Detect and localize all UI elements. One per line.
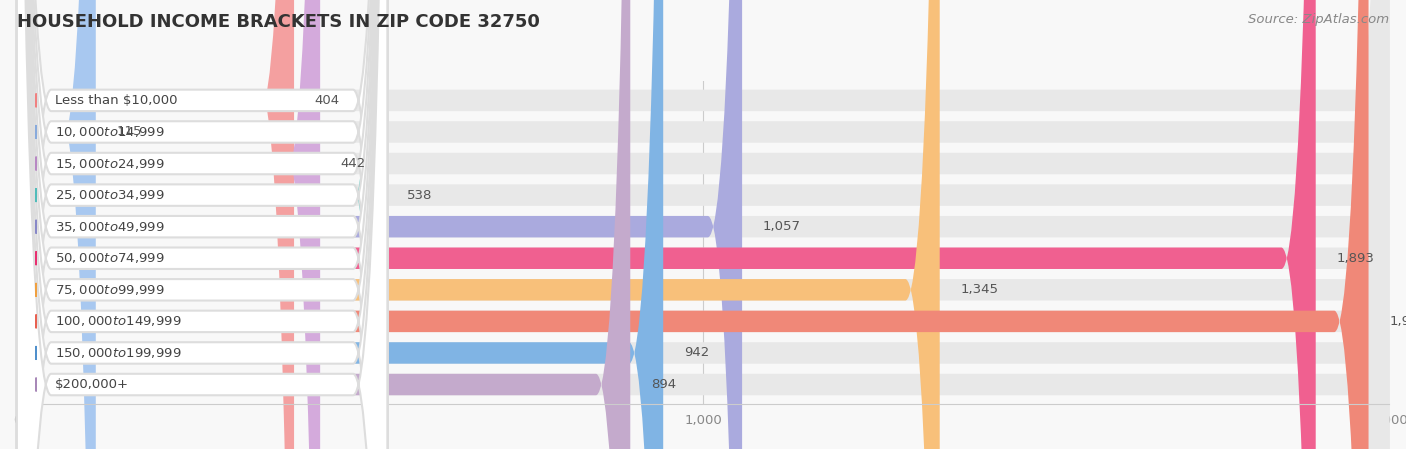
FancyBboxPatch shape (17, 0, 1316, 449)
FancyBboxPatch shape (17, 0, 742, 449)
FancyBboxPatch shape (17, 0, 1389, 449)
Text: 1,970: 1,970 (1389, 315, 1406, 328)
Text: HOUSEHOLD INCOME BRACKETS IN ZIP CODE 32750: HOUSEHOLD INCOME BRACKETS IN ZIP CODE 32… (17, 13, 540, 31)
Text: 538: 538 (406, 189, 432, 202)
Text: $200,000+: $200,000+ (55, 378, 128, 391)
FancyBboxPatch shape (17, 0, 388, 449)
FancyBboxPatch shape (17, 0, 388, 449)
FancyBboxPatch shape (17, 0, 321, 449)
FancyBboxPatch shape (17, 0, 387, 449)
Text: $75,000 to $99,999: $75,000 to $99,999 (55, 283, 165, 297)
Text: $10,000 to $14,999: $10,000 to $14,999 (55, 125, 165, 139)
Text: Source: ZipAtlas.com: Source: ZipAtlas.com (1249, 13, 1389, 26)
Text: 404: 404 (315, 94, 340, 107)
FancyBboxPatch shape (17, 0, 1389, 449)
Text: 1,893: 1,893 (1336, 252, 1374, 265)
FancyBboxPatch shape (17, 0, 96, 449)
Text: 942: 942 (683, 347, 709, 360)
FancyBboxPatch shape (17, 0, 1389, 449)
Text: $50,000 to $74,999: $50,000 to $74,999 (55, 251, 165, 265)
FancyBboxPatch shape (17, 0, 1389, 449)
FancyBboxPatch shape (17, 0, 664, 449)
FancyBboxPatch shape (17, 0, 388, 449)
Text: 442: 442 (340, 157, 366, 170)
FancyBboxPatch shape (17, 0, 1389, 449)
FancyBboxPatch shape (17, 0, 630, 449)
Text: 894: 894 (651, 378, 676, 391)
FancyBboxPatch shape (17, 0, 388, 449)
Text: 1,057: 1,057 (762, 220, 800, 233)
FancyBboxPatch shape (17, 0, 388, 449)
Text: 1,345: 1,345 (960, 283, 998, 296)
Text: $25,000 to $34,999: $25,000 to $34,999 (55, 188, 165, 202)
FancyBboxPatch shape (17, 0, 1389, 449)
FancyBboxPatch shape (17, 0, 939, 449)
Text: $35,000 to $49,999: $35,000 to $49,999 (55, 220, 165, 233)
FancyBboxPatch shape (17, 0, 388, 449)
Text: $100,000 to $149,999: $100,000 to $149,999 (55, 314, 181, 328)
Text: Less than $10,000: Less than $10,000 (55, 94, 177, 107)
FancyBboxPatch shape (17, 0, 388, 449)
FancyBboxPatch shape (17, 0, 1389, 449)
FancyBboxPatch shape (17, 0, 388, 449)
FancyBboxPatch shape (17, 0, 1368, 449)
FancyBboxPatch shape (17, 0, 388, 449)
Text: $150,000 to $199,999: $150,000 to $199,999 (55, 346, 181, 360)
FancyBboxPatch shape (17, 0, 1389, 449)
FancyBboxPatch shape (17, 0, 1389, 449)
Text: $15,000 to $24,999: $15,000 to $24,999 (55, 157, 165, 171)
FancyBboxPatch shape (17, 0, 294, 449)
Text: 115: 115 (117, 125, 142, 138)
FancyBboxPatch shape (17, 0, 1389, 449)
FancyBboxPatch shape (17, 0, 388, 449)
